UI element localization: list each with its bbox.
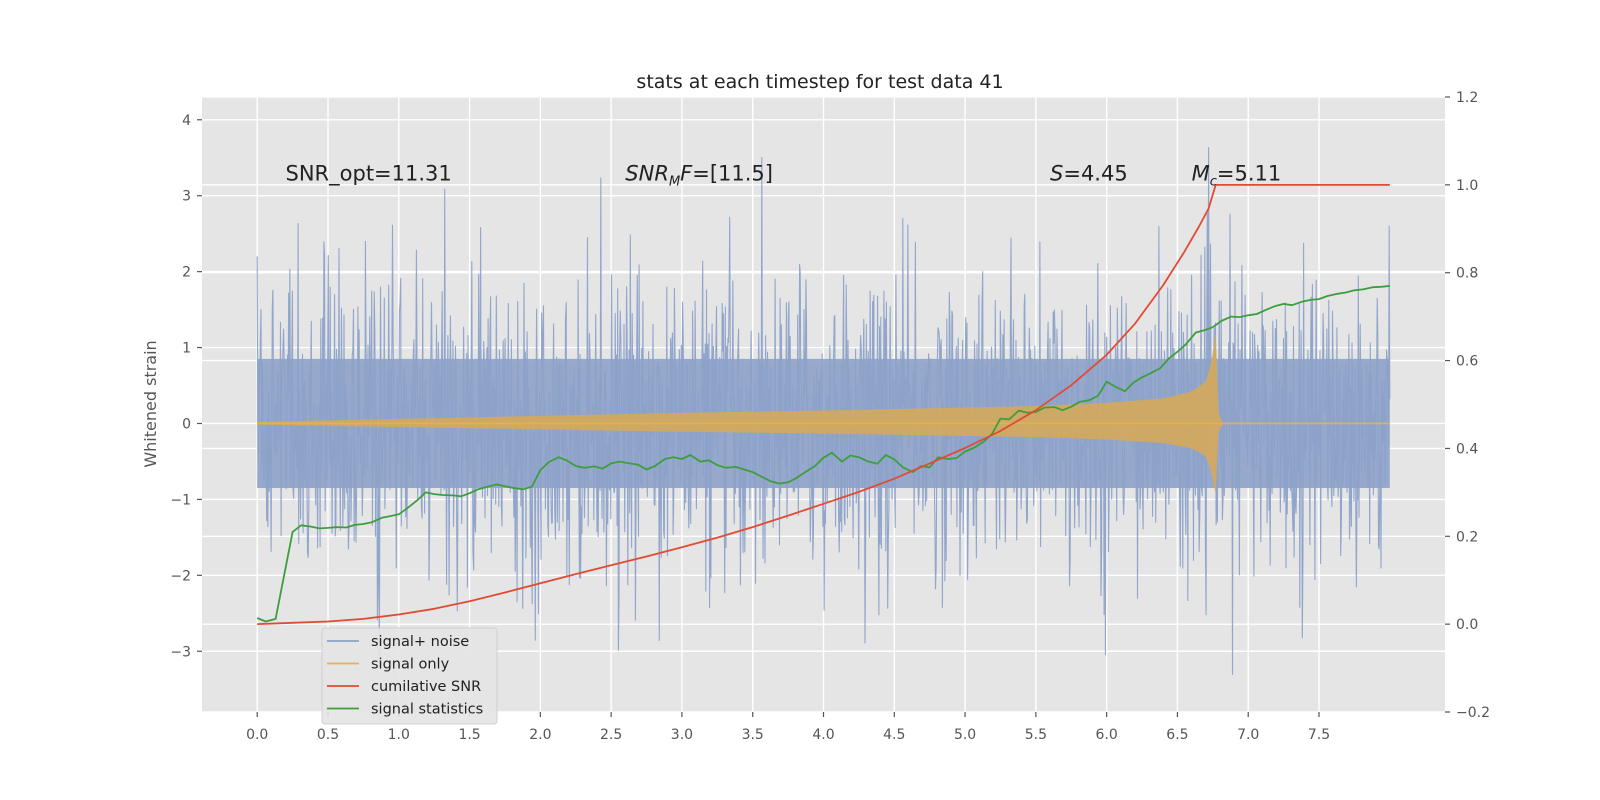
cumulative-snr-line — [257, 184, 1390, 625]
x-tick-label: 2.0 — [529, 727, 551, 743]
y-right-tick-label: 0.2 — [1456, 529, 1478, 545]
y-tick-label: −1 — [170, 492, 191, 508]
legend-label: signal+ noise — [371, 634, 469, 650]
annotation-text: Mc=5.11 — [1192, 162, 1282, 190]
x-tick-label: 0.5 — [317, 727, 339, 743]
signal-statistics-line — [256, 285, 1390, 623]
y-tick-label: 0 — [182, 416, 191, 432]
x-tick-label: 6.5 — [1166, 727, 1188, 743]
axes: 0.0 0.5 1.0 1.5 2.0 2.5 3.0 3.5 4.0 4.5 5.0 5.5 6.0 6… — [170, 90, 1490, 743]
x-tick-label: 3.0 — [671, 727, 693, 743]
legend-label: signal only — [371, 657, 450, 673]
statistics-lines — [256, 184, 1390, 625]
y-right-tick-label: 1.2 — [1456, 90, 1478, 106]
y-tick-label: 2 — [182, 265, 191, 281]
legend: signal+ noise signal only cumilative SNR si… — [321, 627, 498, 725]
annotations: SNR_opt=11.31 SNRMF=[11.5] S=4.45 Mc=5.11 — [286, 162, 1282, 190]
x-tick-label: 1.5 — [458, 727, 480, 743]
y-right-tick-label: 0.0 — [1456, 617, 1478, 633]
y-tick-label: −2 — [170, 568, 191, 584]
chart-title: stats at each timestep for test data 41 — [636, 71, 1003, 93]
y-right-tick-label: 0.8 — [1456, 266, 1478, 282]
legend-label: cumilative SNR — [371, 679, 481, 695]
y-right-tick-label: −0.2 — [1456, 705, 1490, 721]
y-tick-label: 4 — [182, 113, 191, 129]
x-tick-label: 2.5 — [600, 727, 622, 743]
x-tick-label: 1.0 — [388, 727, 410, 743]
x-tick-label: 5.5 — [1025, 727, 1047, 743]
x-tick-label: 6.0 — [1096, 727, 1118, 743]
y-axis-label: Whitened strain — [141, 340, 160, 467]
y-tick-label: 1 — [182, 341, 191, 357]
annotation-text: SNR_opt=11.31 — [286, 162, 452, 187]
y-tick-label: 3 — [182, 189, 191, 205]
x-tick-label: 4.5 — [883, 727, 905, 743]
legend-label: signal statistics — [371, 702, 483, 718]
x-tick-label: 7.0 — [1237, 727, 1259, 743]
x-tick-label: 7.5 — [1308, 727, 1330, 743]
y-tick-label: −3 — [170, 644, 191, 660]
y-right-tick-label: 0.6 — [1456, 354, 1478, 370]
legend-box — [321, 627, 498, 725]
signal-only-series — [257, 332, 1390, 497]
x-tick-label: 0.0 — [246, 727, 268, 743]
x-tick-label: 3.5 — [742, 727, 764, 743]
x-tick-label: 5.0 — [954, 727, 976, 743]
signal-only-envelope — [257, 332, 1223, 497]
annotation-text: S=4.45 — [1050, 162, 1128, 186]
y-right-tick-label: 1.0 — [1456, 178, 1478, 194]
x-tick-label: 4.0 — [812, 727, 834, 743]
annotation-text: SNRMF=[11.5] — [625, 162, 773, 190]
y-right-tick-label: 0.4 — [1456, 441, 1478, 457]
